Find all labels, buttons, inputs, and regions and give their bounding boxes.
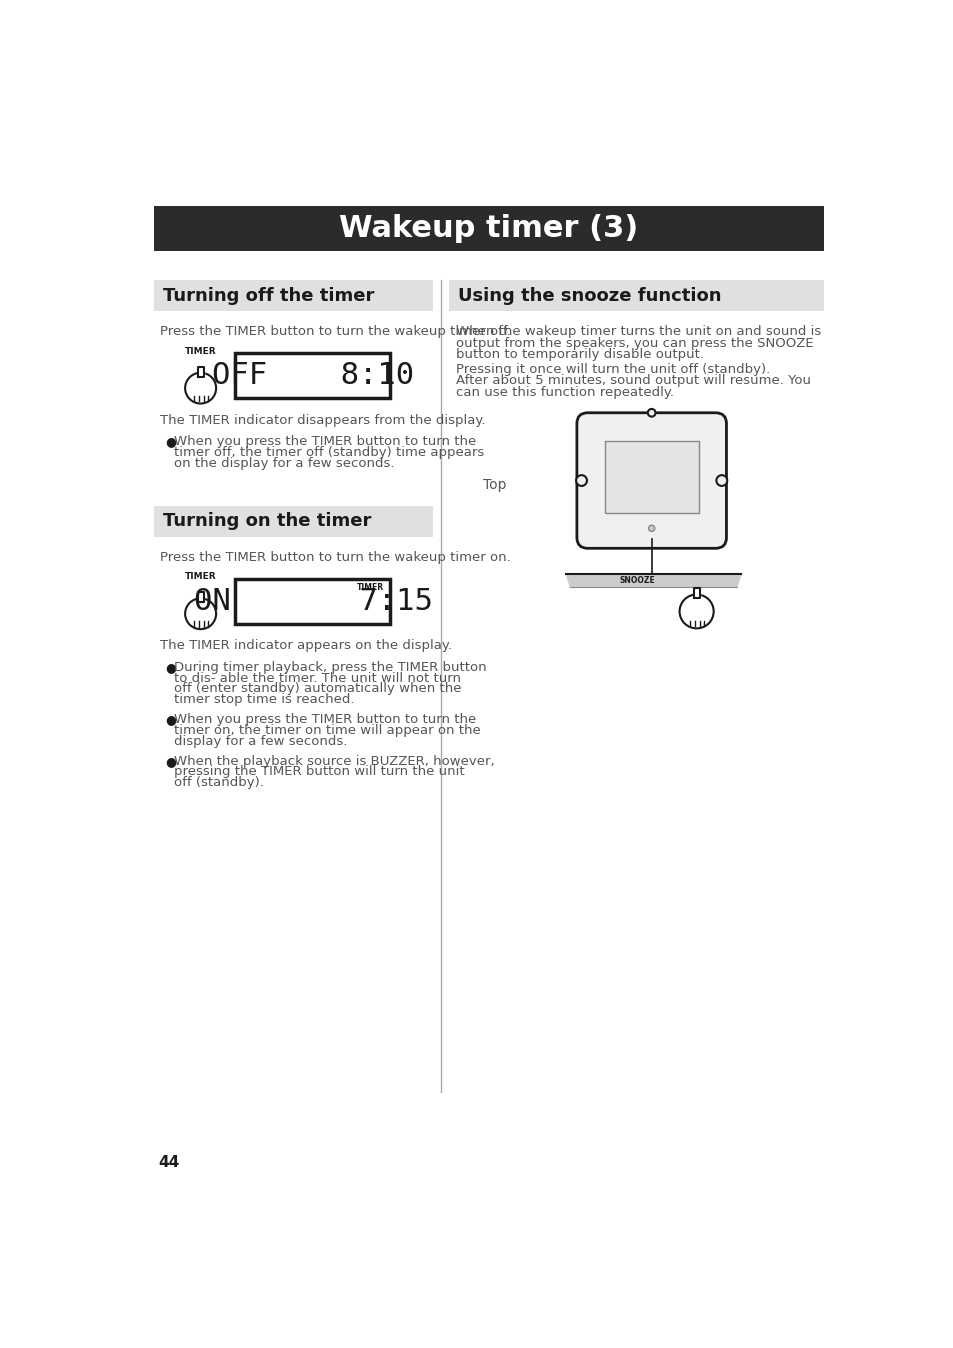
- Circle shape: [648, 526, 654, 531]
- Text: off (enter standby) automatically when the: off (enter standby) automatically when t…: [174, 682, 461, 696]
- Text: Using the snooze function: Using the snooze function: [457, 287, 720, 305]
- Text: timer off, the timer off (standby) time appears: timer off, the timer off (standby) time …: [174, 446, 484, 458]
- Text: to dis- able the timer. The unit will not turn: to dis- able the timer. The unit will no…: [174, 671, 461, 685]
- FancyBboxPatch shape: [577, 412, 725, 549]
- Text: Turning on the timer: Turning on the timer: [163, 512, 372, 530]
- Text: ●: ●: [165, 755, 175, 767]
- Bar: [235, 580, 390, 624]
- Text: After about 5 minutes, sound output will resume. You: After about 5 minutes, sound output will…: [456, 375, 810, 387]
- Text: TIMER: TIMER: [185, 346, 216, 356]
- Circle shape: [576, 474, 586, 485]
- Bar: [604, 441, 698, 512]
- Text: When the wakeup timer turns the unit on and sound is: When the wakeup timer turns the unit on …: [456, 325, 821, 338]
- Text: Wakeup timer (3): Wakeup timer (3): [339, 214, 638, 243]
- Text: Press the TIMER button to turn the wakeup timer off.: Press the TIMER button to turn the wakeu…: [160, 325, 511, 338]
- Bar: [154, 506, 433, 537]
- Text: display for a few seconds.: display for a few seconds.: [174, 735, 347, 748]
- Text: on the display for a few seconds.: on the display for a few seconds.: [174, 457, 395, 469]
- Text: When you press the TIMER button to turn the: When you press the TIMER button to turn …: [174, 435, 476, 448]
- Text: Top: Top: [483, 479, 506, 492]
- Text: When you press the TIMER button to turn the: When you press the TIMER button to turn …: [174, 713, 476, 727]
- Text: button to temporarily disable output.: button to temporarily disable output.: [456, 348, 703, 361]
- Text: When the playback source is BUZZER, however,: When the playback source is BUZZER, howe…: [174, 755, 495, 767]
- Bar: [154, 206, 822, 251]
- Text: Press the TIMER button to turn the wakeup timer on.: Press the TIMER button to turn the wakeu…: [160, 550, 511, 563]
- Bar: [235, 353, 390, 398]
- Circle shape: [185, 599, 216, 630]
- Circle shape: [185, 373, 216, 403]
- Text: ON       7:15: ON 7:15: [193, 586, 432, 616]
- Text: timer on, the timer on time will appear on the: timer on, the timer on time will appear …: [174, 724, 480, 737]
- Bar: [154, 280, 433, 311]
- Text: SNOOZE: SNOOZE: [619, 576, 655, 585]
- Text: The TIMER indicator appears on the display.: The TIMER indicator appears on the displ…: [160, 639, 452, 652]
- Text: Pressing it once will turn the unit off (standby).: Pressing it once will turn the unit off …: [456, 363, 770, 376]
- Polygon shape: [197, 367, 204, 376]
- Text: 44: 44: [158, 1155, 179, 1170]
- Bar: [448, 280, 822, 311]
- Polygon shape: [566, 574, 740, 586]
- Text: output from the speakers, you can press the SNOOZE: output from the speakers, you can press …: [456, 337, 813, 349]
- Text: During timer playback, press the TIMER button: During timer playback, press the TIMER b…: [174, 661, 486, 674]
- Text: OFF    8:10: OFF 8:10: [212, 361, 414, 391]
- Text: off (standby).: off (standby).: [174, 776, 264, 789]
- Text: The TIMER indicator disappears from the display.: The TIMER indicator disappears from the …: [160, 414, 485, 426]
- Circle shape: [679, 594, 713, 628]
- Text: ●: ●: [165, 435, 175, 448]
- Text: Turning off the timer: Turning off the timer: [163, 287, 375, 305]
- Text: TIMER: TIMER: [356, 582, 384, 592]
- Text: ●: ●: [165, 661, 175, 674]
- Polygon shape: [693, 588, 699, 599]
- Circle shape: [716, 474, 726, 485]
- Text: timer stop time is reached.: timer stop time is reached.: [174, 693, 355, 706]
- Text: pressing the TIMER button will turn the unit: pressing the TIMER button will turn the …: [174, 766, 464, 778]
- Circle shape: [647, 408, 655, 417]
- Text: TIMER: TIMER: [185, 572, 216, 581]
- Text: ●: ●: [165, 713, 175, 727]
- Text: can use this function repeatedly.: can use this function repeatedly.: [456, 386, 674, 399]
- Polygon shape: [197, 592, 204, 603]
